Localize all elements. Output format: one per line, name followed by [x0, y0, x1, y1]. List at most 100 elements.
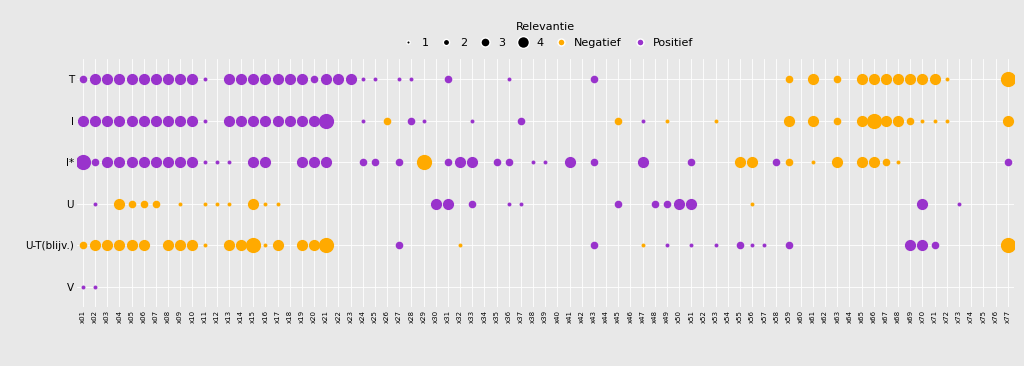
Point — [232, 242, 249, 248]
Point — [708, 242, 724, 248]
Point — [780, 118, 797, 124]
Point — [209, 159, 225, 165]
Point — [123, 118, 139, 124]
Point — [245, 76, 261, 82]
Point — [306, 118, 323, 124]
Point — [488, 159, 505, 165]
Point — [890, 76, 906, 82]
Point — [99, 76, 116, 82]
Point — [561, 159, 578, 165]
Point — [865, 118, 882, 124]
Point — [318, 242, 335, 248]
Point — [452, 242, 468, 248]
Point — [99, 118, 116, 124]
Point — [610, 201, 627, 207]
Point — [221, 201, 238, 207]
Point — [245, 242, 261, 248]
Point — [354, 159, 371, 165]
Point — [330, 76, 346, 82]
Point — [756, 242, 772, 248]
Point — [318, 118, 335, 124]
Point — [354, 76, 371, 82]
Point — [99, 159, 116, 165]
Point — [135, 159, 152, 165]
Point — [927, 76, 943, 82]
Point — [306, 76, 323, 82]
Point — [342, 76, 358, 82]
Point — [245, 159, 261, 165]
Point — [147, 76, 164, 82]
Point — [464, 201, 480, 207]
Point — [853, 159, 869, 165]
Point — [294, 76, 310, 82]
Point — [635, 159, 651, 165]
Point — [112, 76, 128, 82]
Point — [780, 76, 797, 82]
Point — [635, 118, 651, 124]
Point — [87, 159, 103, 165]
Point — [586, 242, 602, 248]
Point — [209, 201, 225, 207]
Point — [257, 159, 273, 165]
Point — [428, 201, 444, 207]
Point — [683, 242, 699, 248]
Point — [902, 242, 919, 248]
Point — [610, 118, 627, 124]
Point — [805, 159, 821, 165]
Point — [245, 201, 261, 207]
Point — [391, 159, 408, 165]
Point — [75, 242, 91, 248]
Point — [513, 201, 529, 207]
Point — [269, 118, 286, 124]
Point — [853, 118, 869, 124]
Point — [768, 159, 784, 165]
Point — [902, 118, 919, 124]
Point — [257, 76, 273, 82]
Point — [416, 159, 432, 165]
Point — [658, 242, 675, 248]
Point — [75, 118, 91, 124]
Point — [658, 118, 675, 124]
Point — [197, 118, 213, 124]
Point — [112, 159, 128, 165]
Point — [683, 201, 699, 207]
Point — [257, 242, 273, 248]
Point — [939, 118, 955, 124]
Point — [135, 118, 152, 124]
Point — [87, 201, 103, 207]
Point — [197, 242, 213, 248]
Point — [780, 159, 797, 165]
Point — [197, 76, 213, 82]
Point — [403, 76, 420, 82]
Point — [135, 201, 152, 207]
Point — [999, 159, 1016, 165]
Point — [135, 76, 152, 82]
Point — [232, 118, 249, 124]
Point — [75, 76, 91, 82]
Point — [501, 201, 517, 207]
Point — [391, 76, 408, 82]
Point — [318, 76, 335, 82]
Point — [306, 242, 323, 248]
Point — [890, 159, 906, 165]
Point — [865, 159, 882, 165]
Point — [927, 118, 943, 124]
Point — [999, 118, 1016, 124]
Point — [221, 76, 238, 82]
Point — [805, 118, 821, 124]
Point — [501, 159, 517, 165]
Point — [160, 242, 176, 248]
Point — [951, 201, 968, 207]
Point — [87, 76, 103, 82]
Point — [829, 76, 846, 82]
Point — [257, 118, 273, 124]
Point — [87, 242, 103, 248]
Point — [646, 201, 663, 207]
Point — [902, 76, 919, 82]
Point — [878, 76, 894, 82]
Point — [586, 76, 602, 82]
Point — [160, 76, 176, 82]
Point — [439, 201, 456, 207]
Point — [147, 159, 164, 165]
Point — [197, 159, 213, 165]
